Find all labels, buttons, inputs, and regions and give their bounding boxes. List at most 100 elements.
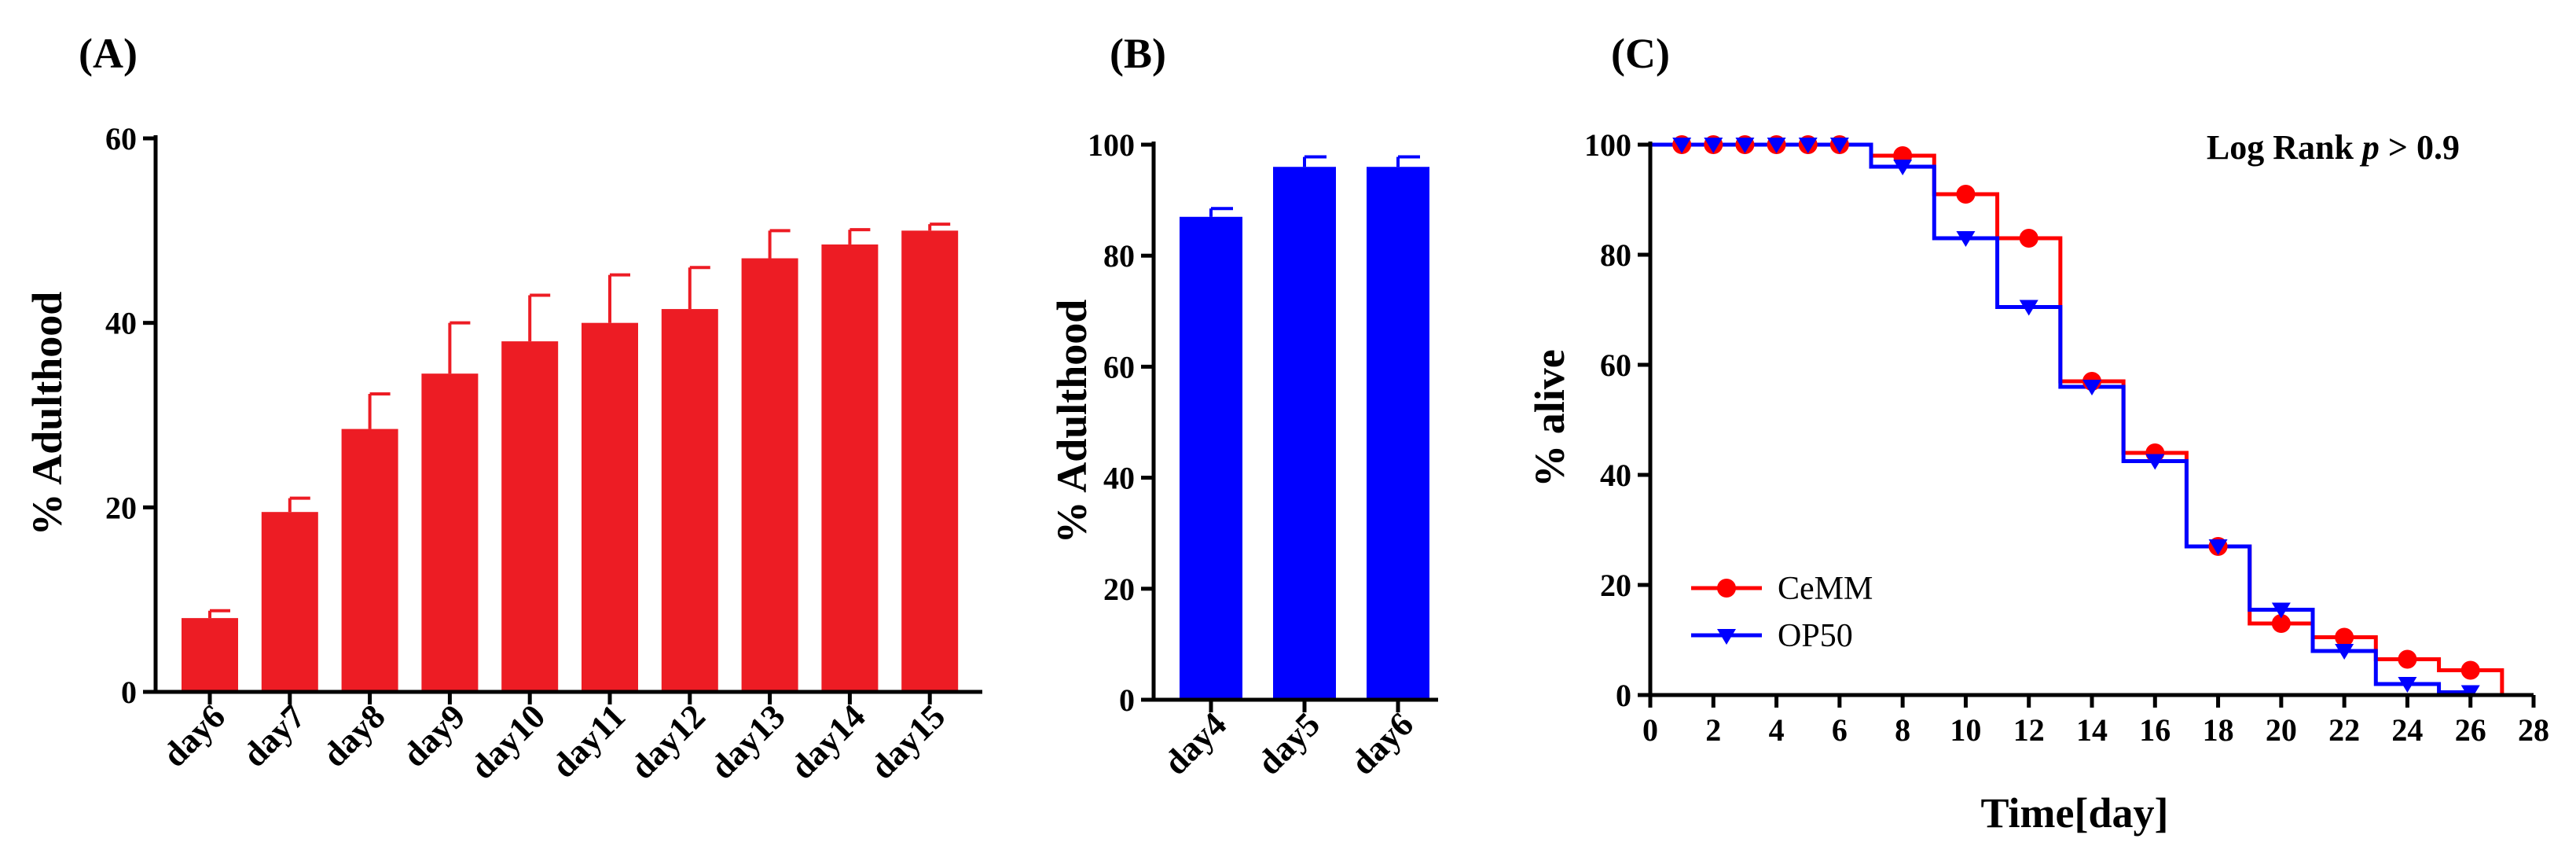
panel-c-x-tick-label: 18 xyxy=(2203,712,2234,748)
panel-c-x-tick-label: 2 xyxy=(1705,712,1721,748)
panelA-x-tick-label: day14 xyxy=(783,697,872,786)
marker-op50 xyxy=(2271,602,2291,619)
panelA-y-tick-label: 0 xyxy=(121,675,137,710)
panelA-x-tick-label: day10 xyxy=(463,697,552,786)
panel-c-y-tick-label: 20 xyxy=(1600,568,1631,603)
marker-op50 xyxy=(1672,138,1692,153)
panelA-x-tick-label: day7 xyxy=(235,697,313,774)
panel-c-x-tick-label: 6 xyxy=(1832,712,1848,748)
panel-b-chart: 0 20 40 60 80 100 day4 day5 day6 % Adulthood xyxy=(1048,127,1438,782)
log-rank-prefix: Log Rank xyxy=(2207,128,2362,167)
panel-label-c: (C) xyxy=(1611,30,1670,77)
panelB-y-tick-label: 40 xyxy=(1103,461,1135,496)
panelA-y-tick-label: 20 xyxy=(105,490,137,525)
panelB-y-tick-label: 60 xyxy=(1103,349,1135,384)
log-rank-suffix: > 0.9 xyxy=(2380,128,2460,167)
panel-c-x-ticks: 0 2 4 6 8 10 12 14 16 18 20 22 24 26 28 xyxy=(1642,695,2549,748)
panel-c-x-tick-label: 4 xyxy=(1769,712,1785,748)
panel-c-markers xyxy=(1672,135,2480,701)
marker-cemm xyxy=(2335,627,2354,647)
panel-c-x-tick-label: 14 xyxy=(2076,712,2108,748)
legend-label-cemm: CeMM xyxy=(1778,571,1873,607)
panel-label-a: (A) xyxy=(79,30,138,77)
panel-c-legend: CeMM OP50 xyxy=(1691,571,1873,654)
marker-cemm xyxy=(1956,185,1976,204)
panel-c-x-tick-label: 10 xyxy=(1950,712,1981,748)
panelA-x-tick-label: day13 xyxy=(703,697,792,786)
panelA-bar xyxy=(582,322,638,692)
panel-c-y-tick-label: 80 xyxy=(1600,237,1631,273)
panel-label-b: (B) xyxy=(1110,30,1166,77)
panel-c-y-tick-label: 0 xyxy=(1616,678,1631,713)
marker-op50 xyxy=(1956,231,1976,247)
panel-b-y-axis-title: % Adulthood xyxy=(1048,300,1095,544)
panelA-bar xyxy=(421,373,479,692)
panelA-x-tick-label: day6 xyxy=(155,697,233,774)
panel-a-axes xyxy=(153,135,982,694)
panel-c-y-ticks: 0 20 40 60 80 100 xyxy=(1584,127,1650,713)
panelA-y-tick-label: 40 xyxy=(105,306,137,341)
panel-c-survival-lines xyxy=(1650,142,2534,697)
panel-c-y-axis-title: % alive xyxy=(1526,349,1573,487)
panelA-x-tick-label: day15 xyxy=(863,697,952,786)
panelB-y-tick-label: 80 xyxy=(1103,238,1135,274)
panel-c-y-tick-label: 40 xyxy=(1600,458,1631,493)
panel-a-y-axis-title: % Adulthood xyxy=(24,292,71,536)
panel-c-x-tick-label: 26 xyxy=(2455,712,2486,748)
log-rank-p: p xyxy=(2359,128,2380,167)
panel-c-x-tick-label: 8 xyxy=(1895,712,1910,748)
panelB-x-tick-label: day6 xyxy=(1343,704,1421,782)
marker-op50 xyxy=(2335,644,2354,660)
marker-op50 xyxy=(1735,138,1755,153)
panelA-x-tick-label: day11 xyxy=(545,697,633,785)
panelA-bar xyxy=(821,244,879,692)
panelB-y-tick-label: 0 xyxy=(1119,682,1135,718)
panelA-bar xyxy=(661,309,718,692)
panelB-x-tick-label: day4 xyxy=(1156,704,1234,782)
panelB-x-tick-label: day5 xyxy=(1249,704,1327,782)
log-rank-annotation: Log Rank p > 0.9 xyxy=(2207,128,2460,167)
marker-op50 xyxy=(1704,138,1723,153)
panel-c-y-tick-label: 100 xyxy=(1584,127,1631,163)
panel-c-x-tick-label: 12 xyxy=(2013,712,2045,748)
panel-b-x-ticks: day4 day5 day6 xyxy=(1156,700,1421,782)
panel-a-chart: 0 20 40 60 day6 day7 day8 day9day10day11day12d… xyxy=(24,121,982,787)
panelA-bar xyxy=(341,428,398,692)
panel-b-bars xyxy=(1180,155,1429,701)
panel-a-y-ticks: 0 20 40 60 xyxy=(105,121,156,710)
panel-a-x-ticks: day6 day7 day8 day9day10day11day12day13day1… xyxy=(155,692,952,787)
panelB-bar xyxy=(1273,167,1336,701)
marker-op50 xyxy=(1829,138,1849,153)
panelA-bar xyxy=(501,341,559,692)
panel-a-bars xyxy=(182,223,959,692)
legend-marker-op50 xyxy=(1717,629,1736,645)
legend-marker-cemm xyxy=(1717,579,1736,598)
marker-op50 xyxy=(2208,539,2228,555)
marker-op50 xyxy=(2398,677,2417,693)
marker-op50 xyxy=(1893,160,1913,175)
panel-b-axes xyxy=(1151,142,1438,702)
marker-op50 xyxy=(1767,138,1786,153)
marker-op50 xyxy=(2019,300,2038,316)
panelB-y-tick-label: 100 xyxy=(1088,127,1135,163)
panel-c-x-axis-title: Time[day] xyxy=(1981,789,2169,837)
survival-line-cemm xyxy=(1650,142,2534,697)
panelB-y-tick-label: 20 xyxy=(1103,572,1135,607)
panel-c-x-tick-label: 28 xyxy=(2518,712,2549,748)
marker-cemm xyxy=(2271,614,2291,633)
panel-c-x-tick-label: 24 xyxy=(2391,712,2423,748)
panelA-x-tick-label: day8 xyxy=(315,697,393,774)
marker-cemm xyxy=(2398,649,2417,669)
legend-label-op50: OP50 xyxy=(1778,618,1853,654)
panelA-y-tick-label: 60 xyxy=(105,121,137,156)
panel-b-y-ticks: 0 20 40 60 80 100 xyxy=(1088,127,1154,718)
marker-cemm xyxy=(2019,229,2038,248)
panelA-bar xyxy=(261,512,318,692)
survival-line-op50 xyxy=(1650,142,2471,694)
panelA-bar xyxy=(741,258,798,692)
marker-op50 xyxy=(2145,454,2165,470)
panel-c-x-tick-label: 20 xyxy=(2266,712,2297,748)
panel-c-x-tick-label: 22 xyxy=(2328,712,2360,748)
